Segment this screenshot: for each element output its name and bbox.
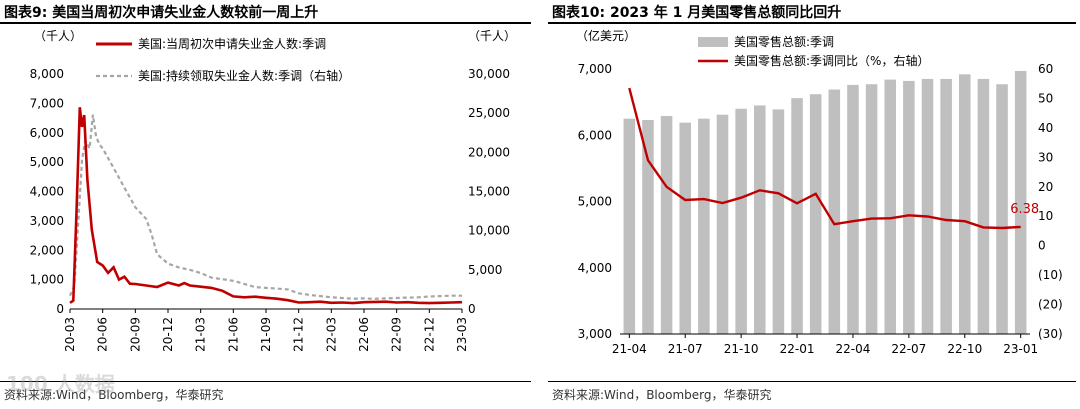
retail-sales-bar	[1014, 70, 1027, 335]
left-y-tick-label: 5,000	[578, 195, 612, 209]
x-tick-label: 20-09	[128, 317, 142, 352]
right-y-tick-label: 15,000	[468, 185, 510, 199]
left-y-tick-label: 7,000	[578, 62, 612, 76]
x-tick-label: 21-03	[194, 317, 208, 352]
x-tick-label: 22-04	[836, 342, 871, 356]
left-y-tick-label: 3,000	[578, 327, 612, 341]
retail-sales-bar	[996, 84, 1008, 334]
retail-sales-bar	[903, 80, 915, 334]
right-y-tick-label: 0	[468, 302, 476, 316]
x-tick-label: 22-06	[357, 317, 371, 352]
retail-sales-bar	[772, 109, 785, 334]
retail-sales-bar	[865, 84, 878, 334]
x-tick-label: 21-12	[292, 317, 306, 352]
legend-label-retail-sales: 美国零售总额:季调	[734, 34, 834, 49]
right-y-tick-label: 60	[1038, 62, 1053, 76]
retail-sales-bar	[940, 78, 952, 334]
right-y-tick-label: (20)	[1038, 298, 1063, 312]
right-axis-unit: （千人）	[468, 29, 516, 43]
right-chart: （亿美元） 3,000 4,000 5,000 6,000 7,000 (30) (20) (1…	[576, 28, 1063, 356]
left-chart-title: 图表9: 美国当周初次申请失业金人数较前一周上升	[4, 5, 319, 21]
left-y-tick-label: 1,000	[30, 273, 64, 287]
retail-sales-bar	[735, 108, 747, 334]
left-y-tick-label: 7,000	[30, 96, 64, 110]
x-tick-label: 21-04	[612, 342, 647, 356]
right-chart-panel: 图表10: 2023 年 1 月美国零售总额同比回升 （亿美元） 3,000 4,0…	[548, 0, 1080, 409]
retail-sales-bar	[679, 122, 692, 334]
x-tick-label: 22-07	[891, 342, 926, 356]
continuing-claims-line	[68, 114, 462, 300]
right-chart-title: 图表10: 2023 年 1 月美国零售总额同比回升	[552, 5, 842, 21]
right-y-tick-label: 30,000	[468, 67, 510, 81]
left-source-rule	[0, 381, 531, 382]
right-y-tick-label: 20	[1038, 180, 1053, 194]
retail-sales-bar	[698, 118, 710, 334]
retail-sales-bar	[921, 78, 934, 334]
x-tick-label: 23-01	[1003, 342, 1038, 356]
yoy-last-value-label: 6.38	[1010, 202, 1039, 217]
left-y-tick-label: 3,000	[30, 214, 64, 228]
right-y-tick-label: (10)	[1038, 268, 1063, 282]
left-axis-unit: （千人）	[34, 29, 82, 43]
left-y-tick-label: 0	[56, 302, 64, 316]
right-y-tick-label: 0	[1038, 239, 1046, 253]
x-tick-label: 21-09	[259, 317, 273, 352]
left-y-tick-label: 5,000	[30, 155, 64, 169]
retail-sales-bar	[828, 89, 841, 334]
x-tick-label: 22-10	[947, 342, 982, 356]
retail-sales-bar	[642, 120, 654, 334]
right-source-note: 资料来源:Wind，Bloomberg，华泰研究	[552, 388, 772, 402]
retail-sales-bar	[884, 79, 897, 334]
retail-sales-yoy-line	[628, 87, 1021, 230]
x-tick-label: 20-12	[161, 317, 175, 352]
retail-sales-bar	[958, 74, 971, 335]
retail-sales-bar	[977, 78, 990, 334]
left-y-tick-label: 2,000	[30, 243, 64, 257]
x-tick-label: 22-01	[780, 342, 815, 356]
initial-claims-line	[69, 107, 463, 305]
retail-sales-bar	[791, 98, 803, 335]
left-y-tick-label: 4,000	[30, 185, 64, 199]
left-y-tick-label: 6,000	[578, 128, 612, 142]
right-y-tick-label: (30)	[1038, 327, 1063, 341]
legend-swatch-retail-sales	[698, 37, 728, 47]
left-y-tick-label: 6,000	[30, 126, 64, 140]
x-tick-label: 22-12	[422, 317, 436, 352]
x-tick-label: 22-09	[390, 317, 404, 352]
retail-sales-bar	[753, 105, 766, 334]
retail-sales-bar	[809, 94, 822, 334]
retail-sales-bar	[847, 84, 859, 335]
legend-label-initial-claims: 美国:当周初次申请失业金人数:季调	[138, 36, 326, 51]
right-title-rule	[548, 22, 1076, 24]
retail-sales-bar	[623, 118, 636, 334]
right-y-tick-label: 10,000	[468, 224, 510, 238]
retail-sales-bar	[716, 114, 729, 335]
x-tick-label: 20-03	[63, 317, 77, 352]
right-y-tick-label: 20,000	[468, 145, 510, 159]
left-axis-unit: （亿美元）	[576, 28, 636, 43]
right-y-tick-label: 5,000	[468, 263, 502, 277]
x-tick-label: 20-06	[96, 317, 110, 352]
right-y-tick-label: 40	[1038, 121, 1053, 135]
left-chart: （千人） （千人） 0 1,000 2,000 3,000 4,000 5,000 6,000 7…	[30, 29, 516, 352]
right-y-tick-label: 30	[1038, 150, 1053, 164]
right-source-rule	[548, 381, 1076, 382]
left-title-rule	[0, 22, 531, 24]
retail-sales-bar	[660, 116, 673, 334]
left-y-tick-label: 8,000	[30, 67, 64, 81]
left-source-note: 资料来源:Wind，Bloomberg，华泰研究	[4, 388, 224, 402]
x-tick-label: 21-06	[226, 317, 240, 352]
left-chart-panel: 图表9: 美国当周初次申请失业金人数较前一周上升 （千人） （千人） 0 1,000 2…	[0, 0, 535, 409]
x-tick-label: 23-03	[455, 317, 469, 352]
legend-label-continuing-claims: 美国:持续领取失业金人数:季调（右轴）	[138, 68, 350, 83]
right-y-tick-label: 50	[1038, 91, 1053, 105]
x-tick-label: 21-07	[668, 342, 703, 356]
left-y-tick-label: 4,000	[578, 261, 612, 275]
right-y-tick-label: 10	[1038, 209, 1053, 223]
legend-label-retail-yoy: 美国零售总额:季调同比（%，右轴）	[734, 53, 929, 68]
right-y-tick-label: 25,000	[468, 106, 510, 120]
x-tick-label: 21-10	[724, 342, 759, 356]
x-tick-label: 22-03	[324, 317, 338, 352]
